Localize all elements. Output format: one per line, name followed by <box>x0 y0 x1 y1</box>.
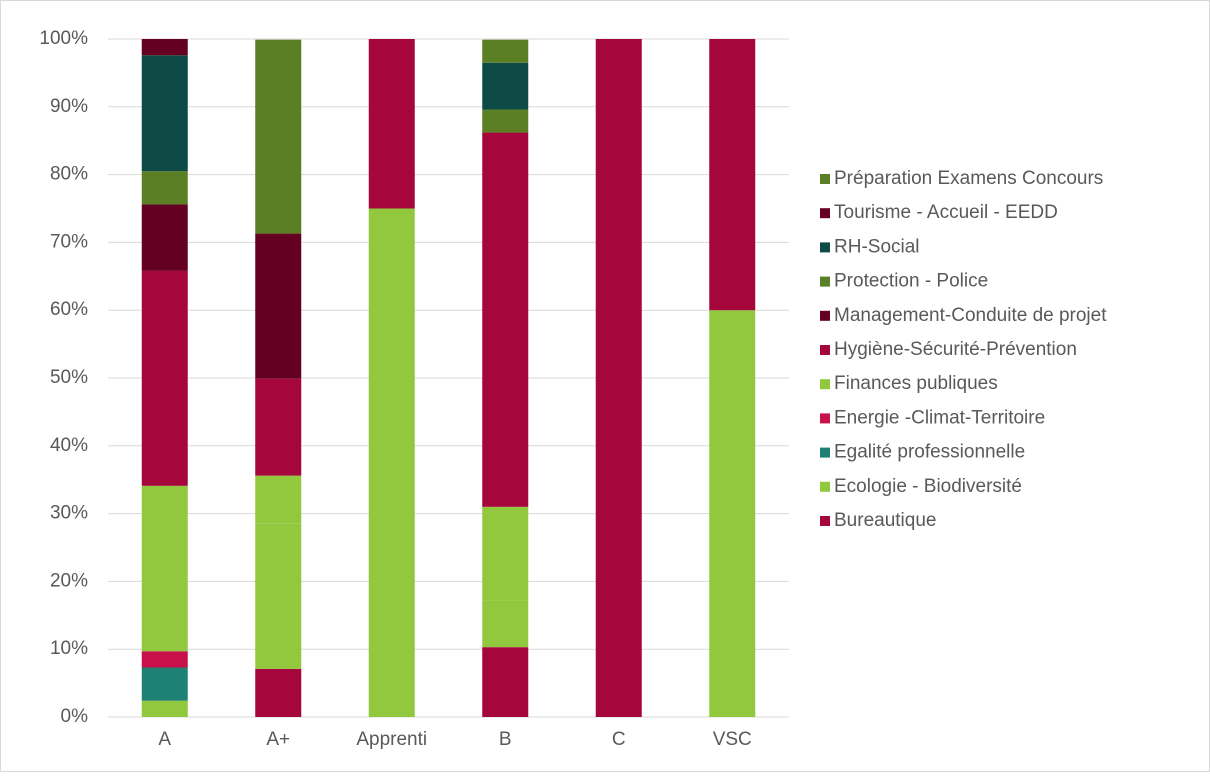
y-tick-label: 30% <box>50 503 88 524</box>
y-tick-label: 80% <box>50 164 88 185</box>
y-tick-label: 50% <box>50 367 88 388</box>
bar-segment <box>141 39 188 56</box>
legend-label: Tourisme - Accueil - EEDD <box>834 202 1058 223</box>
bar-segment <box>368 208 415 717</box>
legend-label: Egalité professionnelle <box>834 442 1025 463</box>
legend-label: Préparation Examens Concours <box>834 168 1103 189</box>
bar-segment <box>595 39 642 717</box>
bar-segment <box>482 647 529 717</box>
legend-swatch <box>820 310 830 321</box>
bar-segment <box>255 668 302 717</box>
bar-segment <box>482 109 529 133</box>
legend-label: Finances publiques <box>834 373 998 394</box>
x-tick-label: VSC <box>713 729 752 750</box>
bar-segment <box>255 39 302 234</box>
bar-segment <box>141 270 188 486</box>
bar-segment <box>255 475 302 524</box>
legend-swatch <box>820 447 830 458</box>
bar-segment <box>141 667 188 701</box>
bar-segment <box>141 700 188 717</box>
y-tick-label: 20% <box>50 570 88 591</box>
legend-swatch <box>820 174 830 184</box>
legend-swatch <box>820 276 830 287</box>
legend-swatch <box>820 413 830 424</box>
bar-segment <box>709 310 756 717</box>
legend-label: Ecologie - Biodiversité <box>834 476 1022 497</box>
bar-segment <box>482 62 529 110</box>
x-tick-label: A <box>158 729 171 750</box>
y-tick-label: 90% <box>50 96 88 117</box>
bar-segment <box>255 233 302 379</box>
legend-label: Management-Conduite de projet <box>834 305 1107 326</box>
legend-label: Protection - Police <box>834 271 988 292</box>
legend-swatch <box>820 516 830 526</box>
legend-label: Energie -Climat-Territoire <box>834 407 1045 428</box>
x-tick-label: Apprenti <box>356 729 427 750</box>
bar-segment <box>482 132 529 507</box>
y-tick-label: 40% <box>50 435 88 456</box>
bar-segment <box>141 651 188 668</box>
y-tick-label: 100% <box>39 28 88 49</box>
bar-segment <box>141 171 188 205</box>
bar-segment <box>482 600 529 648</box>
bar-segment <box>368 39 415 209</box>
legend-swatch <box>820 379 830 390</box>
x-tick-label: B <box>499 729 512 750</box>
legend-label: Hygiène-Sécurité-Prévention <box>834 339 1077 360</box>
legend-swatch <box>820 242 830 253</box>
legend-label: Bureautique <box>834 510 936 531</box>
legend-swatch <box>820 345 830 355</box>
x-tick-label: A+ <box>266 729 290 750</box>
legend-label: RH-Social <box>834 236 920 257</box>
y-tick-label: 60% <box>50 299 88 320</box>
y-tick-label: 10% <box>50 638 88 659</box>
legend-swatch <box>820 481 830 492</box>
bar-segment <box>141 485 188 652</box>
bar-segment <box>482 506 529 601</box>
bar-segment <box>141 204 188 271</box>
y-tick-label: 0% <box>61 706 89 727</box>
bar-segment <box>255 523 302 669</box>
x-tick-label: C <box>612 729 626 750</box>
legend-swatch <box>820 208 830 219</box>
bar-segment <box>255 378 302 476</box>
y-tick-label: 70% <box>50 231 88 252</box>
bar-segment <box>709 39 756 311</box>
bar-segment <box>141 55 188 172</box>
bar-segment <box>482 39 529 63</box>
